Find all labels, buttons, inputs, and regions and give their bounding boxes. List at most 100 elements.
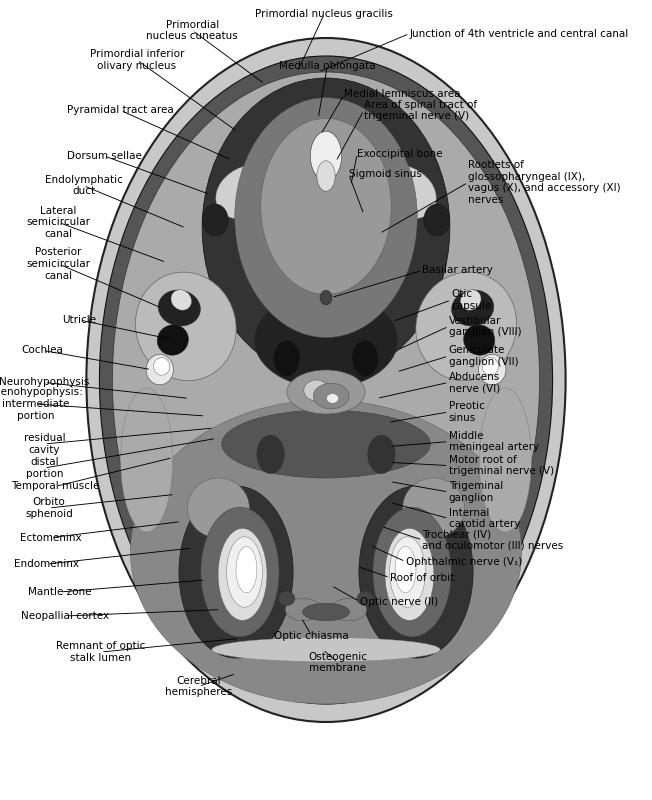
Text: distal
portion: distal portion <box>25 457 63 478</box>
Text: Geniculate
ganglion (VII): Geniculate ganglion (VII) <box>449 346 518 366</box>
Text: Ophthalmic nerve (V₁): Ophthalmic nerve (V₁) <box>406 557 522 566</box>
Text: Neopallial cortex: Neopallial cortex <box>21 611 110 621</box>
Ellipse shape <box>202 78 450 378</box>
Ellipse shape <box>261 118 391 294</box>
Ellipse shape <box>314 383 349 409</box>
Text: Pyramidal tract area: Pyramidal tract area <box>67 106 174 115</box>
Text: Junction of 4th ventricle and central canal: Junction of 4th ventricle and central ca… <box>409 29 629 38</box>
Text: Endomeninx: Endomeninx <box>14 559 80 569</box>
Ellipse shape <box>357 591 374 606</box>
Text: Lateral
semicircular
canal: Lateral semicircular canal <box>27 206 91 239</box>
Ellipse shape <box>327 394 338 403</box>
Ellipse shape <box>227 537 262 607</box>
Ellipse shape <box>279 591 295 606</box>
Ellipse shape <box>236 546 257 593</box>
Text: Primordial nucleus gracilis: Primordial nucleus gracilis <box>255 10 393 19</box>
Text: Roof of orbit: Roof of orbit <box>390 573 454 582</box>
Ellipse shape <box>373 507 451 637</box>
Ellipse shape <box>310 131 342 181</box>
Text: Trochlear (IV)
and oculomotor (III) nerves: Trochlear (IV) and oculomotor (III) nerv… <box>422 530 564 550</box>
Text: Area of spinal tract of
trigeminal nerve (V): Area of spinal tract of trigeminal nerve… <box>364 100 477 121</box>
Ellipse shape <box>212 638 440 662</box>
Ellipse shape <box>479 354 506 385</box>
Ellipse shape <box>216 165 280 219</box>
Text: Utricle: Utricle <box>63 315 96 325</box>
Text: Temporal muscle: Temporal muscle <box>11 482 100 491</box>
Text: Dorsum sellae: Dorsum sellae <box>67 151 141 161</box>
Ellipse shape <box>331 598 366 621</box>
Ellipse shape <box>359 486 473 658</box>
Text: Adenohypophysis:
intermediate
portion: Adenohypophysis: intermediate portion <box>0 387 83 421</box>
Text: Remnant of optic
stalk lumen: Remnant of optic stalk lumen <box>56 642 146 662</box>
Text: Mantle zone: Mantle zone <box>28 587 92 597</box>
Text: Cochlea: Cochlea <box>22 346 63 355</box>
Text: Motor root of
trigeminal nerve (V): Motor root of trigeminal nerve (V) <box>449 454 554 476</box>
Text: Internal
carotid artery: Internal carotid artery <box>449 507 520 530</box>
Text: Medulla oblongata: Medulla oblongata <box>279 61 376 70</box>
Ellipse shape <box>218 528 267 621</box>
Text: Vestibular
ganglion (VIII): Vestibular ganglion (VIII) <box>449 315 521 338</box>
Text: Optic chiasma: Optic chiasma <box>274 631 349 641</box>
Text: Ectomeninx: Ectomeninx <box>20 533 82 542</box>
Text: Optic nerve (II): Optic nerve (II) <box>360 597 438 606</box>
Text: Endolymphatic
duct: Endolymphatic duct <box>44 175 123 196</box>
Ellipse shape <box>113 72 540 688</box>
Text: Posterior
semicircular
canal: Posterior semicircular canal <box>27 247 91 281</box>
Text: Exoccipital bone: Exoccipital bone <box>357 149 443 158</box>
Ellipse shape <box>403 478 465 538</box>
Ellipse shape <box>385 528 434 621</box>
Text: Cerebral
hemispheres: Cerebral hemispheres <box>165 675 233 697</box>
Ellipse shape <box>130 400 522 704</box>
Ellipse shape <box>479 388 531 532</box>
Ellipse shape <box>100 56 552 704</box>
Ellipse shape <box>452 290 494 326</box>
Ellipse shape <box>158 290 200 326</box>
Text: Osteogenic
membrane: Osteogenic membrane <box>308 651 367 673</box>
Text: Preotic
sinus: Preotic sinus <box>449 402 484 422</box>
Ellipse shape <box>235 98 417 338</box>
Ellipse shape <box>202 204 228 236</box>
Text: Primordial
nucleus cuneatus: Primordial nucleus cuneatus <box>147 19 238 41</box>
Ellipse shape <box>274 341 300 377</box>
Ellipse shape <box>86 38 566 722</box>
Ellipse shape <box>257 435 284 474</box>
Ellipse shape <box>460 290 481 310</box>
Ellipse shape <box>416 272 516 381</box>
Ellipse shape <box>372 165 436 219</box>
Ellipse shape <box>395 546 416 593</box>
Ellipse shape <box>222 410 430 478</box>
Ellipse shape <box>424 204 450 236</box>
Ellipse shape <box>121 388 173 532</box>
Ellipse shape <box>304 380 329 401</box>
Text: Orbito
sphenoid: Orbito sphenoid <box>25 497 73 519</box>
Text: Trigeminal
ganglion: Trigeminal ganglion <box>449 481 503 503</box>
Ellipse shape <box>154 358 170 375</box>
Ellipse shape <box>171 290 192 310</box>
Ellipse shape <box>368 435 395 474</box>
Ellipse shape <box>254 292 398 388</box>
Text: Rootlets of
glossopharyngeal (IX),
vagus (X), and accessory (XI)
nerves: Rootlets of glossopharyngeal (IX), vagus… <box>468 160 621 205</box>
Ellipse shape <box>201 507 279 637</box>
Ellipse shape <box>287 370 365 414</box>
Ellipse shape <box>320 290 332 305</box>
Ellipse shape <box>352 341 378 377</box>
Text: Basilar artery: Basilar artery <box>422 266 494 275</box>
Ellipse shape <box>303 603 349 621</box>
Text: Medial lemniscus area: Medial lemniscus area <box>344 90 461 99</box>
Ellipse shape <box>136 272 236 381</box>
Ellipse shape <box>482 358 498 375</box>
Text: Abducens
nerve (VI): Abducens nerve (VI) <box>449 371 500 393</box>
Text: Neurohypophysis: Neurohypophysis <box>0 378 89 387</box>
Ellipse shape <box>390 537 426 607</box>
Text: Primordial inferior
olivary nucleus: Primordial inferior olivary nucleus <box>90 50 184 70</box>
Text: Otic
capsule: Otic capsule <box>451 289 492 310</box>
Ellipse shape <box>179 486 293 658</box>
Text: Middle
meningeal artery: Middle meningeal artery <box>449 430 539 453</box>
Ellipse shape <box>146 354 173 385</box>
Ellipse shape <box>286 598 321 621</box>
Ellipse shape <box>157 325 188 355</box>
Text: residual
cavity: residual cavity <box>23 434 65 454</box>
Text: Sigmoid sinus: Sigmoid sinus <box>349 170 422 179</box>
Ellipse shape <box>464 325 495 355</box>
Ellipse shape <box>188 478 249 538</box>
